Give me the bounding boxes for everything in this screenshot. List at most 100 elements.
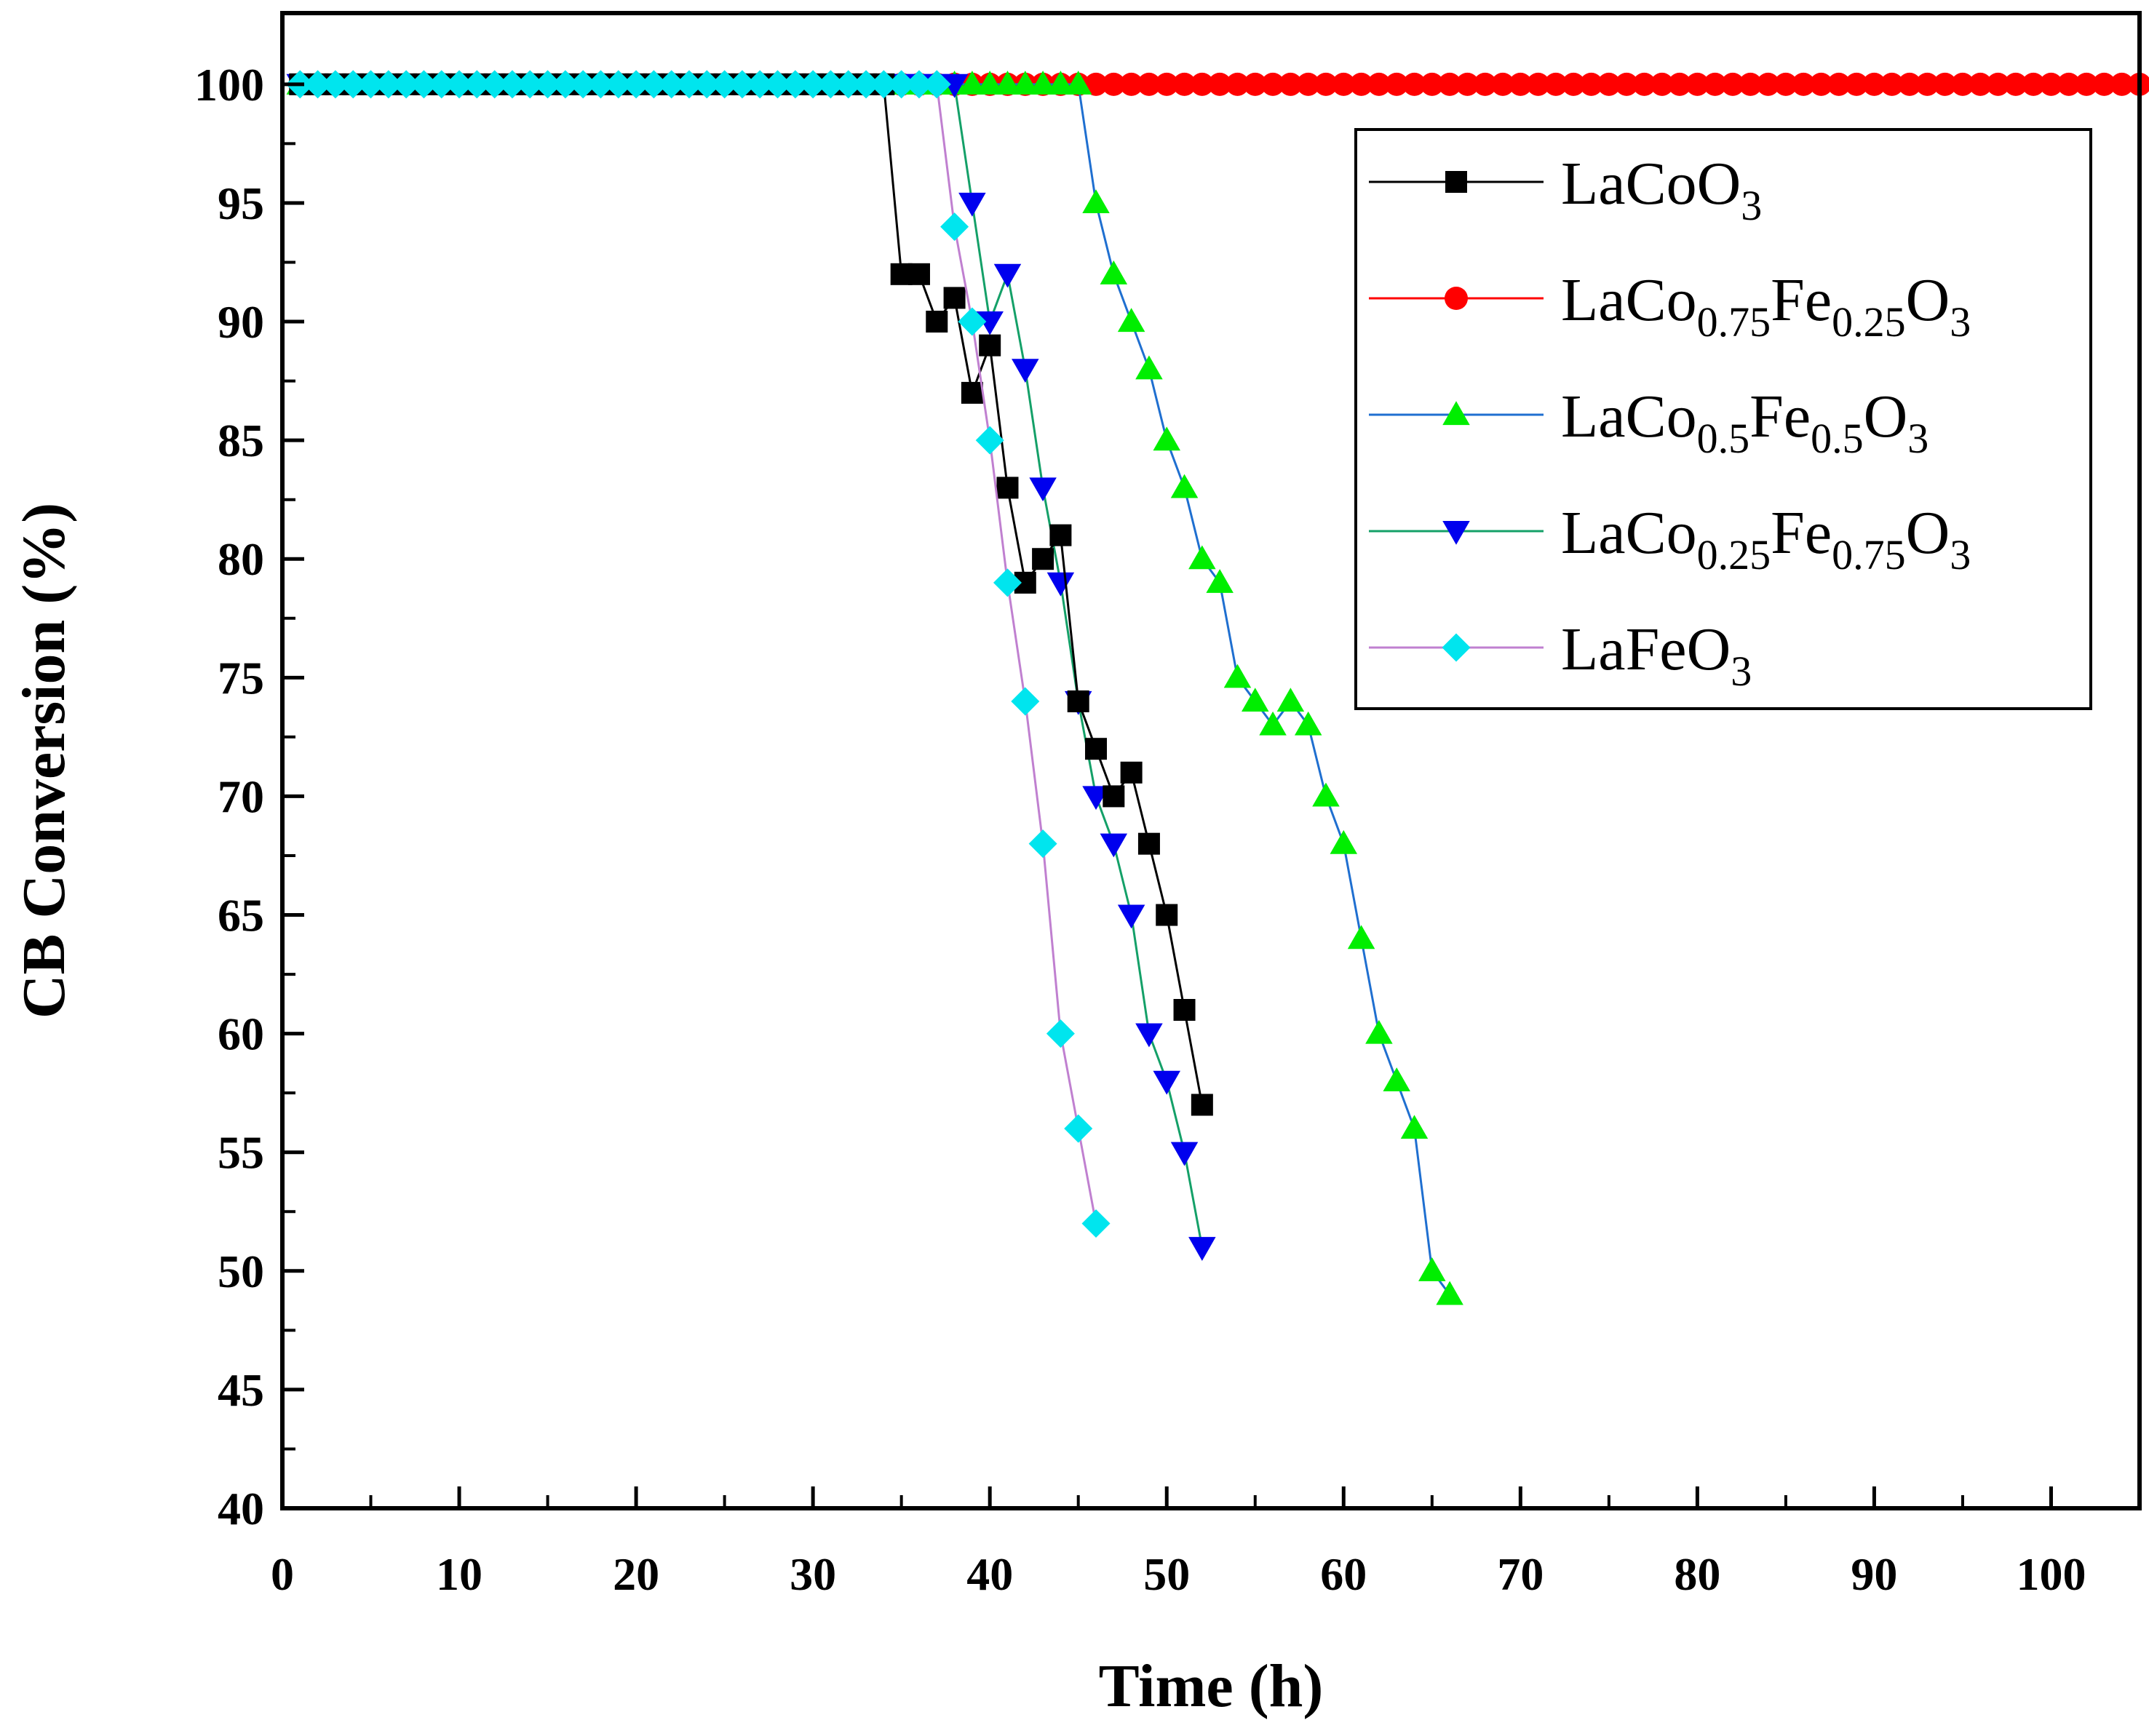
data-point — [338, 70, 368, 99]
data-point — [940, 73, 969, 98]
data-point — [321, 70, 350, 99]
legend: LaCoO3LaCo0.75Fe0.25O3LaCo0.5Fe0.5O3LaCo… — [1354, 128, 2092, 710]
legend-item: LaCo0.25Fe0.75O3 — [1369, 499, 1971, 578]
legend-marker — [1445, 171, 1467, 193]
data-point — [657, 70, 686, 99]
data-point — [445, 70, 474, 99]
legend-text-part: LaCo — [1561, 266, 1697, 334]
data-point — [1276, 688, 1305, 712]
legend-label: LaFeO3 — [1561, 616, 1752, 695]
legend-item: LaFeO3 — [1369, 616, 1752, 695]
data-point — [1156, 904, 1178, 926]
legend-item: LaCo0.5Fe0.5O3 — [1369, 383, 1928, 462]
data-point — [1827, 72, 1851, 96]
series-line — [300, 83, 1204, 1105]
data-point — [1845, 72, 1869, 96]
data-point — [1969, 72, 1993, 96]
data-point — [1792, 72, 1816, 96]
data-point — [2092, 72, 2116, 96]
plot-content — [285, 70, 2149, 1305]
legend-text-part: Fe — [1749, 383, 1811, 450]
x-tick-label: 60 — [1320, 1548, 1367, 1600]
legend-text-part: LaCo — [1561, 383, 1697, 450]
data-point — [1720, 72, 1744, 96]
data-point — [1491, 72, 1515, 96]
data-point — [1208, 72, 1232, 96]
legend-text-part: LaCoO — [1561, 150, 1741, 218]
data-point — [427, 70, 456, 99]
data-point — [2075, 72, 2099, 96]
plot-frame — [280, 11, 2142, 1510]
data-point — [1067, 690, 1089, 712]
data-point — [1012, 359, 1039, 383]
data-point — [781, 70, 810, 99]
data-point — [993, 263, 1022, 288]
data-point — [1100, 260, 1128, 284]
data-point — [462, 70, 491, 99]
y-tick-label: 95 — [218, 178, 264, 229]
legend-marker — [1442, 401, 1470, 426]
y-tick-label: 50 — [218, 1246, 264, 1297]
data-point — [675, 70, 704, 99]
data-point — [958, 307, 987, 336]
data-point — [1135, 355, 1163, 380]
legend-marker — [1442, 520, 1470, 545]
legend-subscript: 0.5 — [1811, 415, 1864, 462]
data-point — [1418, 1257, 1446, 1281]
data-point — [1650, 72, 1674, 96]
legend-text-part: LaFeO — [1561, 616, 1731, 683]
y-tick-label: 55 — [218, 1127, 264, 1179]
data-point — [303, 70, 333, 99]
series-line — [300, 83, 1451, 1296]
x-tick-label: 0 — [271, 1548, 294, 1600]
y-tick-label: 85 — [218, 415, 264, 466]
data-point — [374, 70, 403, 99]
y-tick-label: 100 — [194, 59, 264, 111]
data-point — [639, 70, 668, 99]
legend-text-part: LaCo — [1561, 499, 1697, 567]
y-tick-label: 40 — [218, 1483, 264, 1534]
data-point — [1809, 72, 1833, 96]
data-point — [533, 70, 563, 99]
data-point — [1898, 72, 1922, 96]
data-point — [1950, 72, 1974, 96]
data-point — [2022, 72, 2046, 96]
data-point — [392, 70, 421, 99]
data-point — [1190, 72, 1214, 96]
data-point — [1188, 1237, 1216, 1261]
data-point — [515, 70, 544, 99]
data-point — [621, 70, 651, 99]
data-point — [798, 70, 827, 99]
data-point — [1012, 71, 1039, 95]
data-point — [2003, 72, 2027, 96]
data-point — [1029, 477, 1057, 502]
data-point — [1597, 72, 1621, 96]
data-point — [834, 70, 863, 99]
legend-label: LaCoO3 — [1561, 150, 1762, 229]
data-point — [1170, 474, 1199, 498]
legend-subscript: 3 — [1950, 298, 1971, 346]
data-point — [1579, 72, 1603, 96]
data-point — [1103, 785, 1125, 808]
data-point — [1349, 72, 1373, 96]
legend-subscript: 3 — [1731, 648, 1752, 695]
data-point — [1880, 72, 1904, 96]
y-tick-label: 80 — [218, 533, 264, 585]
data-point — [1046, 71, 1075, 95]
legend-label: LaCo0.25Fe0.75O3 — [1561, 499, 1971, 578]
legend-text-part: O — [1906, 266, 1950, 334]
data-point — [604, 70, 633, 99]
series-0 — [289, 73, 1213, 1116]
data-point — [745, 70, 774, 99]
data-point — [1085, 738, 1108, 760]
data-point — [1153, 1070, 1180, 1095]
data-point — [1100, 833, 1128, 858]
data-point — [1314, 72, 1338, 96]
y-axis-title: CB Conversion (%) — [10, 503, 78, 1019]
data-point — [943, 287, 966, 309]
legend-marker — [1445, 287, 1468, 310]
x-tick-label: 40 — [966, 1548, 1013, 1600]
data-point — [1259, 711, 1287, 736]
legend-subscript: 3 — [1907, 415, 1928, 462]
